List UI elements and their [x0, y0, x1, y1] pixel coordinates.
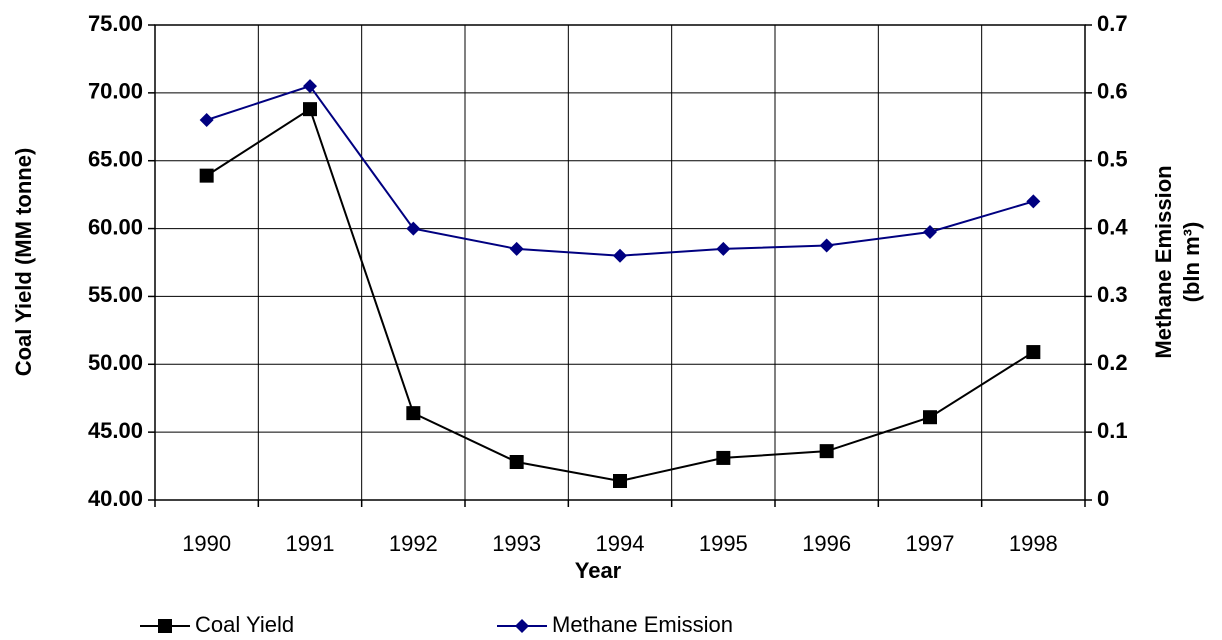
y2-tick-label: 0 [1097, 486, 1109, 511]
data-point [406, 221, 421, 236]
data-point [199, 168, 214, 183]
y-tick-label: 45.00 [88, 418, 143, 443]
y2-tick-label: 0.5 [1097, 147, 1128, 172]
data-point [303, 79, 317, 94]
y-tick-label: 55.00 [88, 282, 143, 307]
data-point [303, 102, 317, 117]
y2-tick-label: 0.2 [1097, 350, 1128, 375]
legend-marker [515, 619, 529, 633]
x-tick-label: 1995 [699, 531, 748, 556]
x-axis-title: Year [575, 558, 622, 583]
x-tick-label: 1997 [906, 531, 955, 556]
y-tick-label: 75.00 [88, 11, 143, 36]
y-tick-label: 50.00 [88, 350, 143, 375]
legend-label: Methane Emission [552, 612, 733, 637]
x-tick-label: 1994 [596, 531, 645, 556]
data-point [613, 248, 627, 263]
data-point [509, 241, 524, 256]
x-tick-label: 1992 [389, 531, 438, 556]
y-tick-label: 40.00 [88, 486, 143, 511]
x-tick-label: 1991 [286, 531, 335, 556]
data-point [923, 224, 937, 239]
data-point [1026, 194, 1041, 209]
x-tick-label: 1990 [182, 531, 231, 556]
legend-label: Coal Yield [195, 612, 294, 637]
data-point [1026, 345, 1041, 360]
y-tick-label: 60.00 [88, 214, 143, 239]
plot-frame [154, 24, 1086, 501]
legend-marker [158, 619, 172, 633]
y2-axis-title: Methane Emission [1151, 165, 1176, 358]
y-tick-label: 70.00 [88, 79, 143, 104]
y2-tick-label: 0.3 [1097, 282, 1128, 307]
y2-axis-title: (bln m³) [1179, 222, 1204, 303]
data-point [819, 238, 834, 253]
x-tick-label: 1998 [1009, 531, 1058, 556]
data-point [199, 113, 214, 127]
data-point [613, 474, 627, 488]
y-tick-label: 65.00 [88, 147, 143, 172]
x-tick-label: 1993 [492, 531, 541, 556]
data-point [406, 406, 421, 421]
y2-tick-label: 0.1 [1097, 418, 1128, 443]
y2-tick-label: 0.7 [1097, 11, 1128, 36]
data-point [509, 455, 524, 469]
data-point [923, 410, 937, 425]
x-tick-label: 1996 [802, 531, 851, 556]
y2-tick-label: 0.4 [1097, 214, 1128, 239]
y2-tick-label: 0.6 [1097, 79, 1128, 104]
data-point [716, 241, 731, 256]
y-axis-title: Coal Yield (MM tonne) [11, 148, 36, 377]
data-point [716, 450, 731, 465]
series-line [206, 107, 1034, 483]
data-point [819, 444, 834, 459]
